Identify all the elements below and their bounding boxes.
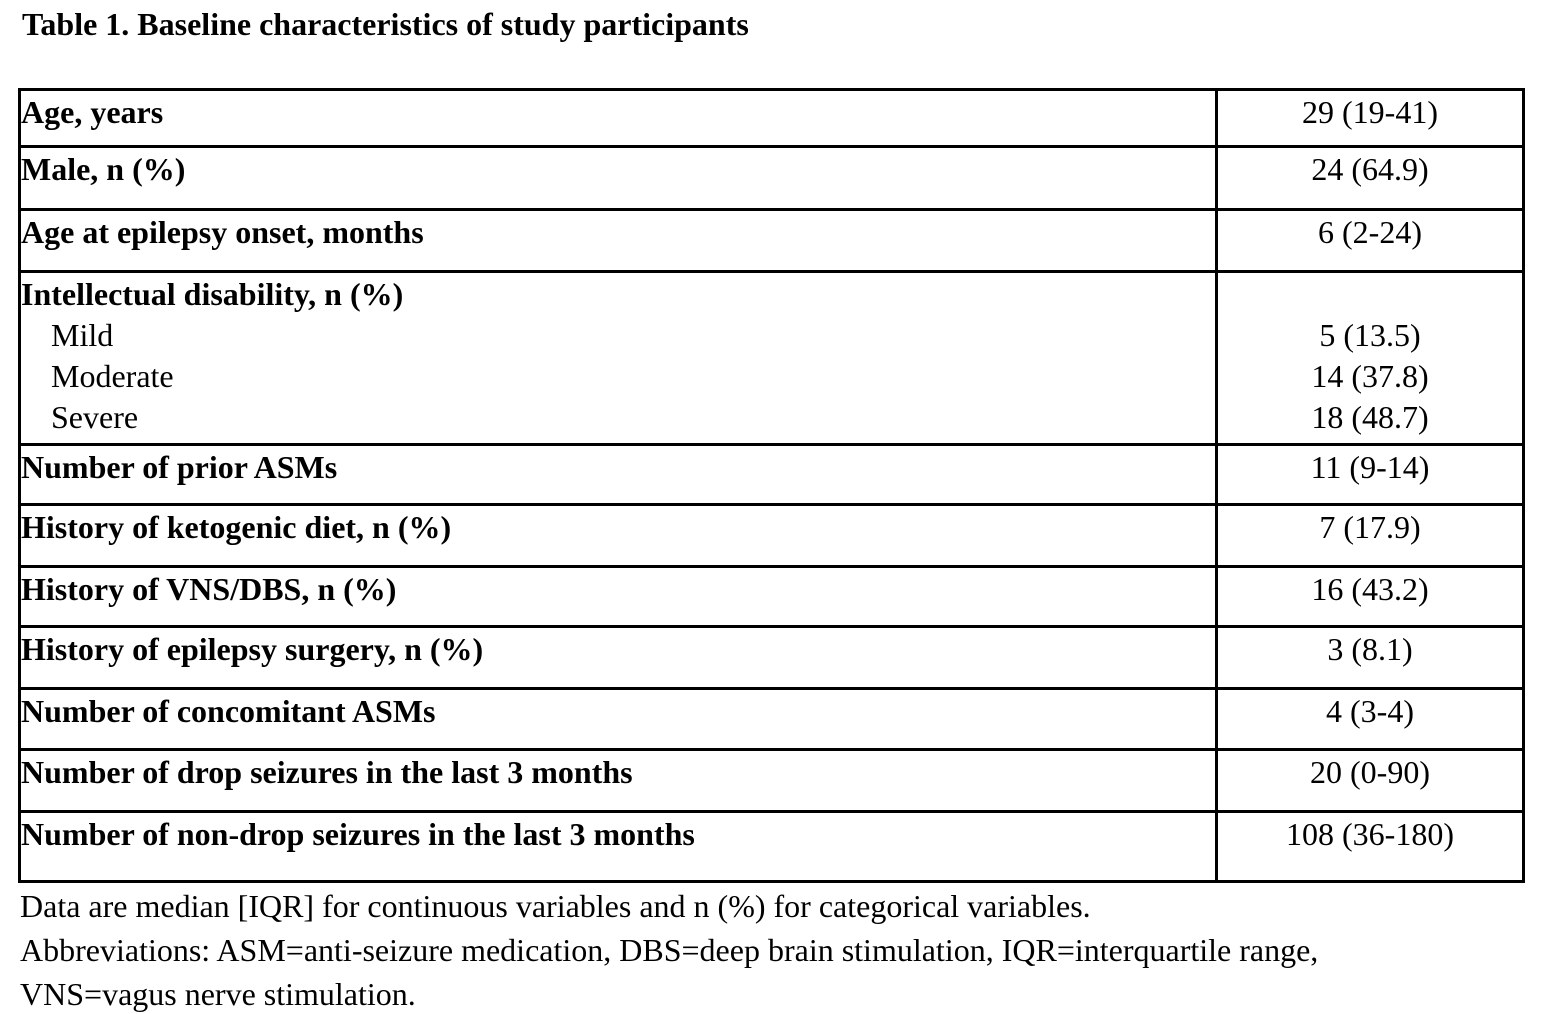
row-label: History of ketogenic diet, n (%) <box>18 503 1218 568</box>
row-value: 5 (13.5) 14 (37.8) 18 (48.7) <box>1215 270 1525 446</box>
value-spacer <box>1218 274 1522 315</box>
row-value: 16 (43.2) <box>1215 565 1525 628</box>
row-label: Number of prior ASMs <box>18 443 1218 506</box>
group-row-label: Intellectual disability, n (%) <box>21 276 404 312</box>
row-label: Age, years <box>18 88 1218 148</box>
subrow-label: Severe <box>51 399 139 435</box>
row-value: 7 (17.9) <box>1215 503 1525 568</box>
row-label: Age at epilepsy onset, months <box>18 208 1218 273</box>
baseline-characteristics-table: Age, years 29 (19-41) Male, n (%) 24 (64… <box>18 88 1525 883</box>
footnote-data-format: Data are median [IQR] for continuous var… <box>20 888 1091 924</box>
row-label: Intellectual disability, n (%) Mild Mode… <box>18 270 1218 446</box>
subrow-value: 14 (37.8) <box>1311 358 1429 394</box>
row-label: Number of non-drop seizures in the last … <box>18 810 1218 883</box>
row-label: History of VNS/DBS, n (%) <box>18 565 1218 628</box>
row-value: 3 (8.1) <box>1215 625 1525 690</box>
table-caption: Table 1. Baseline characteristics of stu… <box>22 6 749 42</box>
table-row: Age at epilepsy onset, months 6 (2-24) <box>18 208 1525 273</box>
row-label: Male, n (%) <box>18 145 1218 211</box>
table-row: History of VNS/DBS, n (%) 16 (43.2) <box>18 565 1525 628</box>
table-row-group: Intellectual disability, n (%) Mild Mode… <box>18 270 1525 446</box>
table-row: Number of prior ASMs 11 (9-14) <box>18 443 1525 506</box>
row-label: History of epilepsy surgery, n (%) <box>18 625 1218 690</box>
table-row: Number of non-drop seizures in the last … <box>18 810 1525 883</box>
footnote-abbreviations: Abbreviations: ASM=anti-seizure medicati… <box>20 932 1319 1012</box>
table-row: History of epilepsy surgery, n (%) 3 (8.… <box>18 625 1525 690</box>
table-footnotes: Data are median [IQR] for continuous var… <box>20 884 1385 1014</box>
table-row: Age, years 29 (19-41) <box>18 88 1525 148</box>
row-label: Number of concomitant ASMs <box>18 687 1218 751</box>
subrow-label: Moderate <box>51 358 174 394</box>
table-row: Male, n (%) 24 (64.9) <box>18 145 1525 211</box>
row-value: 29 (19-41) <box>1215 88 1525 148</box>
table-row: Number of drop seizures in the last 3 mo… <box>18 748 1525 813</box>
row-value: 24 (64.9) <box>1215 145 1525 211</box>
row-label: Number of drop seizures in the last 3 mo… <box>18 748 1218 813</box>
subrow-label: Mild <box>51 317 114 353</box>
row-value: 4 (3-4) <box>1215 687 1525 751</box>
row-value: 20 (0-90) <box>1215 748 1525 813</box>
subrow-value: 18 (48.7) <box>1311 399 1429 435</box>
row-value: 108 (36-180) <box>1215 810 1525 883</box>
row-value: 6 (2-24) <box>1215 208 1525 273</box>
subrow-value: 5 (13.5) <box>1319 317 1421 353</box>
row-value: 11 (9-14) <box>1215 443 1525 506</box>
table-row: Number of concomitant ASMs 4 (3-4) <box>18 687 1525 751</box>
table-row: History of ketogenic diet, n (%) 7 (17.9… <box>18 503 1525 568</box>
